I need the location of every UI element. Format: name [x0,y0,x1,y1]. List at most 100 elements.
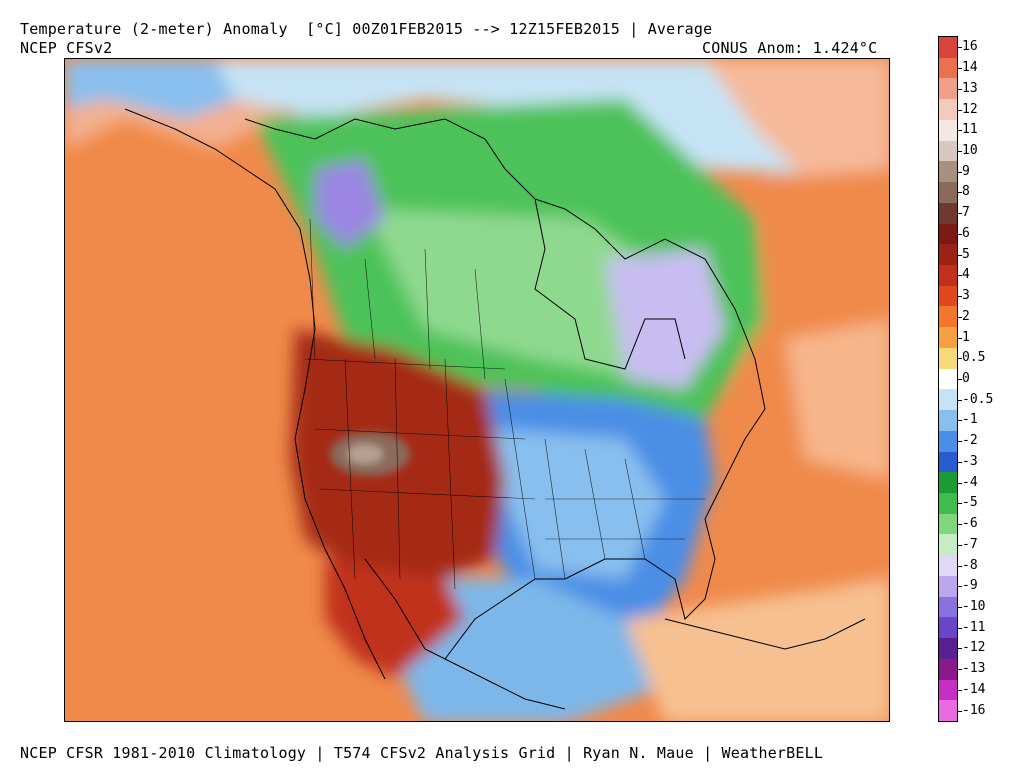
colorbar-swatch [939,265,957,287]
colorbar-swatch [939,410,957,432]
colorbar-swatch [939,575,957,598]
colorbar-label: -16 [962,702,986,718]
north-pacific-cool [65,59,245,119]
colorbar-label: 3 [962,288,970,304]
colorbar-swatch [939,617,957,639]
colorbar-label: 10 [962,143,978,158]
colorbar-label: -0.5 [962,391,994,407]
east-us-light [495,429,665,579]
model-source-label: NCEP CFSv2 [20,39,113,57]
colorbar-label: -3 [962,453,978,469]
colorbar-tick [958,607,962,608]
colorbar-swatch [939,638,957,660]
colorbar-label: 2 [962,308,970,324]
colorbar-label: -4 [962,474,978,490]
colorbar-label: -13 [962,661,986,677]
colorbar-tick [958,565,962,567]
arctic-white [215,59,889,179]
colorbar-label: -14 [962,681,986,697]
colorbar-label: -8 [962,557,978,573]
colorbar-swatch [939,368,957,390]
coastlines [124,108,866,710]
colorbar-label: -10 [962,599,986,614]
colorbar-swatch [939,99,957,121]
colorbar-tick [958,379,962,380]
colorbar-swatch [939,347,957,370]
colorbar-label: -6 [962,516,978,532]
colorbar-label: 0 [962,371,970,386]
colorbar-tick [958,213,962,215]
colorbar-tick [958,88,962,90]
colorbar-swatch [939,430,957,453]
colorbar-tick [958,316,962,318]
colorbar-label: 0.5 [962,350,986,366]
colorbar-tick [958,441,962,443]
map-title: Temperature (2-meter) Anomaly [°C] 00Z01… [20,20,713,38]
colorbar-tick [958,337,962,339]
colorbar-swatch [939,119,957,142]
colorbar-tick [958,627,962,629]
colorbar-swatch [939,306,957,328]
colorbar-label: 5 [962,246,970,262]
colorbar-swatch [939,161,957,183]
colorbar-swatch [939,140,957,162]
conus-anomaly-label: CONUS Anom: 1.424°C [702,39,878,57]
colorbar-swatch [939,451,957,473]
colorbar-tick [958,689,962,691]
colorbar-tick [958,171,962,173]
canada-light-green [365,209,675,379]
colorbar-tick [958,275,962,277]
colorbar-swatch [939,78,957,100]
colorbar-label: 4 [962,267,970,283]
colorbar-tick [958,669,962,671]
colorbar-swatch [939,57,957,79]
mexico-hot [325,559,465,679]
colorbar-tick [958,151,962,152]
colorbar-swatch [939,389,957,411]
colorbar-swatch [939,285,957,307]
colorbar-label: 7 [962,205,970,221]
colorbar-label: 16 [962,39,978,55]
colorbar-tick [958,399,962,401]
colorbar-label: -7 [962,536,978,552]
colorbar-swatch [939,658,957,681]
colorbar-swatch [939,223,957,245]
colorbar-tick [958,648,962,650]
colorbar-swatch [939,182,957,204]
state-province-borders [304,218,705,590]
colorbar-label: -11 [962,619,986,635]
colorbar-tick [958,358,962,360]
colorbar-tick [958,130,962,132]
colorbar-tick [958,254,962,256]
colorbar-swatch [939,534,957,556]
colorbar-swatch [939,327,957,349]
colorbar-label: -1 [962,412,978,428]
colorbar-swatch [939,679,957,701]
colorbar-label: 1 [962,329,970,345]
colorbar-tick [958,586,962,588]
colorbar-label: 14 [962,60,978,76]
colorbar-swatch [939,202,957,225]
colorbar-label: -9 [962,578,978,594]
colorbar [938,36,958,722]
colorbar-label: 9 [962,163,970,179]
peak-anomaly-inner [347,444,383,464]
colorbar-tick [958,192,962,194]
colorbar-label: 12 [962,101,978,117]
colorbar-tick [958,68,962,70]
colorbar-tick [958,109,962,111]
colorbar-tick [958,233,962,235]
caribbean-mild [625,579,889,721]
colorbar-swatch [939,555,957,577]
greenland-warm [705,59,889,179]
colorbar-label: 13 [962,80,978,96]
colorbar-label: 8 [962,184,970,200]
colorbar-swatch [939,493,957,515]
colorbar-tick [958,503,962,505]
colorbar-label: -12 [962,640,986,656]
colorbar-tick [958,544,962,546]
colorbar-label: -5 [962,495,978,511]
colorbar-swatch [939,596,957,618]
footer-credits: NCEP CFSR 1981-2010 Climatology | T574 C… [20,744,824,762]
anomaly-map [64,58,890,722]
